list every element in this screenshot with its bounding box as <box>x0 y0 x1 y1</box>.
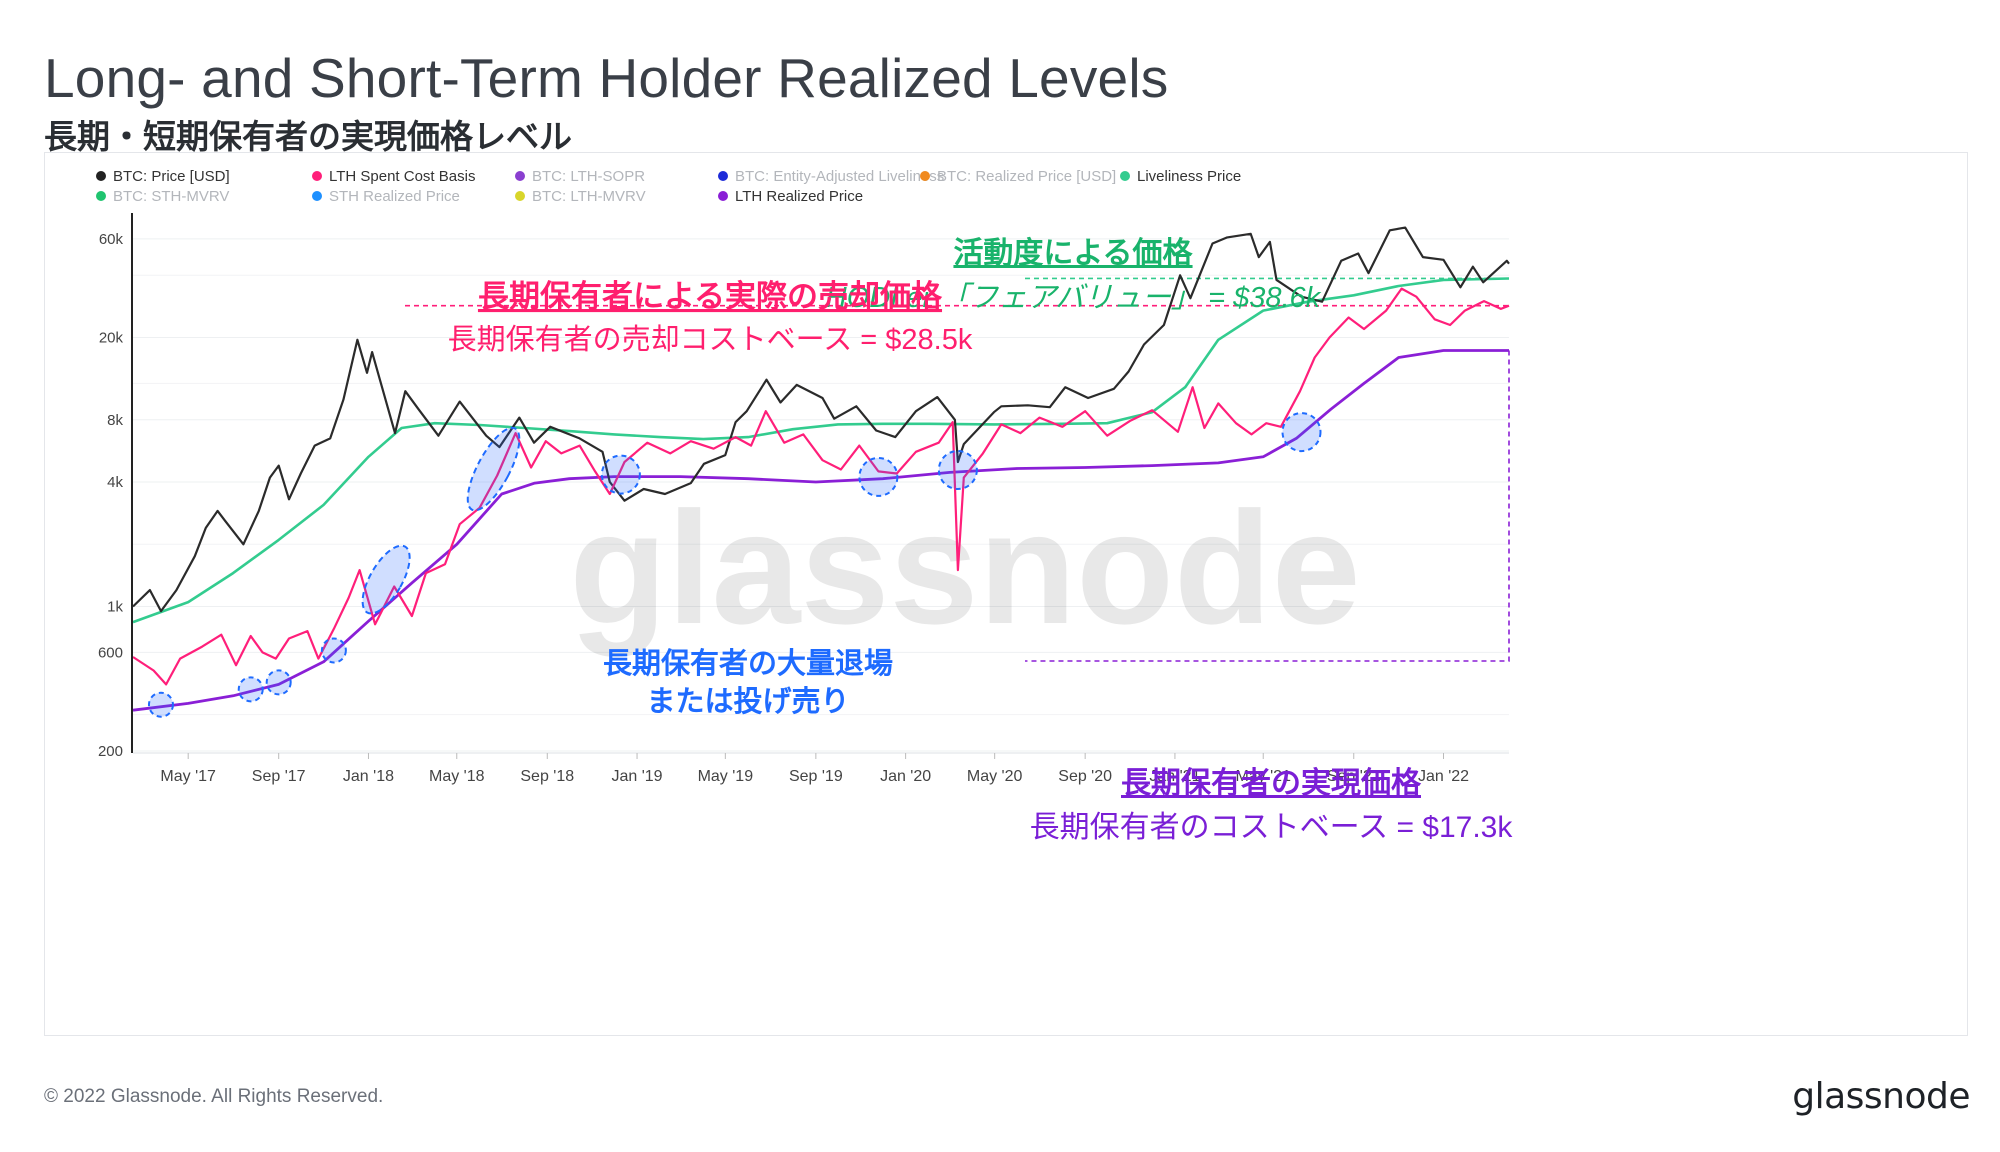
series-liveliness-line <box>132 277 1510 624</box>
y-axis: 200 600 1k 4k 8k 20k 60k <box>98 213 133 760</box>
x-tick-label: Sep '17 <box>252 768 306 785</box>
capitulation-marker <box>600 454 641 495</box>
series-btc-price-line <box>132 226 1510 613</box>
y-tick-label: 4k <box>107 474 123 491</box>
capitulation-line2: または投げ売り <box>646 685 849 718</box>
x-tick-label: Sep '19 <box>789 768 843 785</box>
legend-item: LTH Realized Price <box>735 188 863 205</box>
x-tick-label: Jan '21 <box>1149 768 1200 785</box>
legend-item: BTC: STH-MVRV <box>113 188 229 205</box>
lth-realized-title: 長期保有者の実現価格 <box>1121 767 1422 800</box>
liveliness-value: HODLer 「フェアバリュー」 = $38.6k <box>826 282 1322 314</box>
capitulation-marker <box>1281 412 1322 453</box>
capitulation-marker <box>937 449 978 490</box>
capitulation-marker <box>858 456 899 497</box>
capitulation-marker <box>361 544 411 615</box>
legend-item: BTC: Entity-Adjusted Liveliness <box>735 168 944 185</box>
legend-dot <box>515 171 525 181</box>
y-tick-label: 200 <box>98 743 123 760</box>
brand-logo: glassnode <box>1792 1076 1970 1117</box>
legend-dot <box>920 171 930 181</box>
legend-dot <box>718 191 728 201</box>
capitulation-marker <box>320 637 347 664</box>
reference-lines <box>405 277 1510 662</box>
legend-item: BTC: Realized Price [USD] <box>937 168 1116 185</box>
x-tick-label: Jan '18 <box>343 768 394 785</box>
legend-item: Liveliness Price <box>1137 168 1241 185</box>
legend-item: BTC: Price [USD] <box>113 168 230 185</box>
capitulation-marker <box>265 669 292 696</box>
legend-dot <box>312 191 322 201</box>
x-tick-label: Jan '22 <box>1418 768 1469 785</box>
legend-dot <box>515 191 525 201</box>
x-tick-label: May '19 <box>698 768 754 785</box>
x-tick-label: Sep '18 <box>520 768 574 785</box>
copyright-text: © 2022 Glassnode. All Rights Reserved. <box>44 1086 384 1107</box>
lth-spent-value: 長期保有者の売却コストベース = $28.5k <box>448 323 973 356</box>
y-tick-label: 60k <box>99 231 124 248</box>
legend-dot <box>96 191 106 201</box>
x-axis: May '17 Sep '17 Jan '18 May '18 Sep '18 Jan '… <box>133 752 1509 785</box>
watermark-text: glassnode <box>569 478 1360 657</box>
legend-dot <box>1120 171 1130 181</box>
capitulation-marker <box>466 426 521 512</box>
chart-frame: BTC: Price [USD] LTH Spent Cost Basis BTC:… <box>44 152 1968 1036</box>
chart-svg: BTC: Price [USD] LTH Spent Cost Basis BTC:… <box>96 168 1514 844</box>
x-tick-label: May '17 <box>160 768 216 785</box>
page-title: Long- and Short-Term Holder Realized Lev… <box>44 47 1169 109</box>
x-tick-label: Sep '21 <box>1327 768 1381 785</box>
liveliness-title: 活動度による価格 <box>953 237 1193 270</box>
y-tick-label: 1k <box>107 598 123 615</box>
capitulation-markers <box>147 412 1322 718</box>
legend-item: STH Realized Price <box>329 188 460 205</box>
page-subtitle: 長期・短期保有者の実現価格レベル <box>44 117 572 156</box>
y-tick-label: 8k <box>107 412 123 429</box>
series-lth-spent-line <box>132 287 1510 686</box>
lth-realized-ref-line <box>1025 350 1510 662</box>
lth-spent-title: 長期保有者による実際の売却価格 <box>478 279 943 314</box>
capitulation-line1: 長期保有者の大量退場 <box>603 647 893 680</box>
x-tick-label: May '20 <box>967 768 1023 785</box>
chart-annotations: 活動度による価格 HODLer 「フェアバリュー」 = $38.6k長期保有者によ… <box>448 237 1514 844</box>
x-tick-label: Sep '20 <box>1058 768 1112 785</box>
legend-dot <box>312 171 322 181</box>
capitulation-marker <box>147 691 174 718</box>
x-tick-label: Jan '19 <box>611 768 662 785</box>
x-tick-label: May '18 <box>429 768 485 785</box>
x-tick-label: Jan '20 <box>880 768 931 785</box>
legend-dot <box>96 171 106 181</box>
capitulation-marker <box>237 676 264 703</box>
legend-item: BTC: LTH-SOPR <box>532 168 645 185</box>
lth-realized-value: 長期保有者のコストベース = $17.3k <box>1030 811 1514 844</box>
series-lth-realized-line <box>132 349 1509 712</box>
legend-item: BTC: LTH-MVRV <box>532 188 646 205</box>
chart-legend: BTC: Price [USD] LTH Spent Cost Basis BTC:… <box>96 168 1241 205</box>
y-tick-label: 20k <box>99 330 124 347</box>
chart-series <box>132 226 1510 712</box>
legend-dot <box>718 171 728 181</box>
legend-item: LTH Spent Cost Basis <box>329 168 475 185</box>
x-tick-label: May '21 <box>1235 768 1291 785</box>
y-tick-label: 600 <box>98 644 123 661</box>
